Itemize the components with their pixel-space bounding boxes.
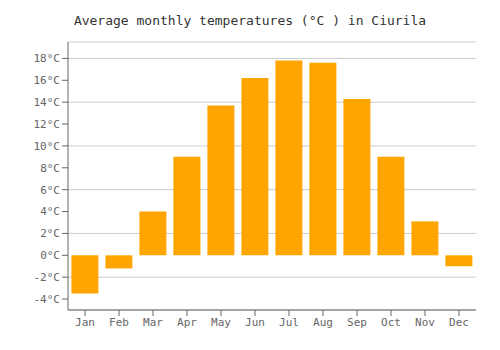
svg-text:Nov: Nov: [415, 316, 435, 329]
svg-text:8°C: 8°C: [40, 162, 60, 175]
svg-text:Oct: Oct: [381, 316, 401, 329]
svg-text:18°C: 18°C: [34, 52, 61, 65]
svg-text:2°C: 2°C: [40, 227, 60, 240]
svg-text:Dec: Dec: [449, 316, 469, 329]
svg-text:Apr: Apr: [177, 316, 197, 329]
svg-text:14°C: 14°C: [34, 96, 61, 109]
svg-text:6°C: 6°C: [40, 184, 60, 197]
svg-text:16°C: 16°C: [34, 74, 61, 87]
svg-text:12°C: 12°C: [34, 118, 61, 131]
svg-text:4°C: 4°C: [40, 205, 60, 218]
svg-text:Mar: Mar: [143, 316, 163, 329]
svg-text:-2°C: -2°C: [34, 271, 61, 284]
svg-text:Jun: Jun: [245, 316, 265, 329]
svg-text:-4°C: -4°C: [34, 293, 61, 306]
svg-text:10°C: 10°C: [34, 140, 61, 153]
svg-text:Feb: Feb: [109, 316, 129, 329]
svg-text:May: May: [211, 316, 231, 329]
svg-text:Jul: Jul: [279, 316, 299, 329]
svg-text:Sep: Sep: [347, 316, 367, 329]
svg-text:Aug: Aug: [313, 316, 333, 329]
html-text:Average monthly temperatures (: Average monthly temperatures (°C ) in Ci…: [73, 13, 427, 28]
svg-text:Jan: Jan: [75, 316, 95, 329]
svg-text:0°C: 0°C: [40, 249, 60, 262]
